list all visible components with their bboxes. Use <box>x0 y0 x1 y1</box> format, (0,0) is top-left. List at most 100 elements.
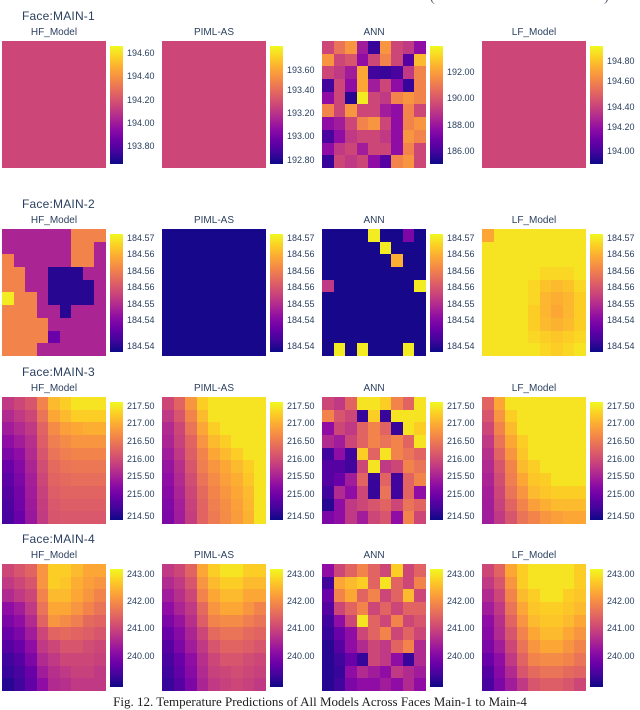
heatmap-cell <box>196 640 209 653</box>
heatmap-cell <box>71 279 83 293</box>
heatmap-grid <box>482 229 586 356</box>
heatmap-cell <box>482 627 494 641</box>
heatmap-cell <box>414 665 426 679</box>
heatmap-cell <box>402 447 415 461</box>
heatmap-cell <box>173 409 186 423</box>
heatmap-cell <box>94 652 106 666</box>
heatmap-cell <box>356 117 369 130</box>
panel-title: PIML-AS <box>193 215 234 226</box>
heatmap-cell <box>196 576 209 590</box>
heatmap-cell <box>493 229 506 242</box>
heatmap-cell <box>333 142 346 156</box>
colorbar-tick-label: 242.00 <box>607 595 635 606</box>
heatmap-cell <box>94 460 106 474</box>
heatmap-cell <box>368 397 380 410</box>
heatmap-cell <box>162 627 174 641</box>
heatmap-cell <box>333 576 346 590</box>
heatmap-cell <box>402 66 415 80</box>
heatmap-cell <box>59 317 72 331</box>
heatmap-cell <box>482 267 494 280</box>
heatmap-cell <box>574 652 586 666</box>
heatmap-cell <box>391 602 403 615</box>
heatmap-cell <box>345 66 357 80</box>
heatmap-cell <box>379 279 392 293</box>
heatmap-cell <box>391 142 403 156</box>
colorbar-tick-label: 242.00 <box>127 595 155 606</box>
heatmap-cell <box>356 53 369 67</box>
heatmap-cell <box>505 564 517 577</box>
colorbar-tick-label: 214.50 <box>287 511 315 522</box>
heatmap-cell <box>505 305 517 318</box>
heatmap-cell <box>196 602 209 615</box>
heatmap-cell <box>82 343 95 356</box>
heatmap-cell <box>185 447 197 461</box>
heatmap-cell <box>379 576 392 590</box>
heatmap-cell <box>574 317 586 331</box>
heatmap-cell <box>94 576 106 590</box>
heatmap-cell <box>13 511 26 524</box>
heatmap-cell <box>36 409 49 423</box>
colorbar-tick-label: 215.00 <box>447 489 475 500</box>
heatmap-cell <box>173 422 186 436</box>
heatmap-cell <box>356 485 369 499</box>
heatmap-cell <box>71 678 83 691</box>
heatmap-cell <box>254 447 266 461</box>
heatmap-cell <box>71 241 83 255</box>
heatmap-cell <box>368 409 380 423</box>
heatmap-cell <box>391 640 403 653</box>
heatmap-cell <box>345 317 357 331</box>
heatmap-cell <box>528 602 540 615</box>
heatmap-cell <box>59 267 72 280</box>
heatmap-cell <box>391 229 403 242</box>
heatmap-grid <box>2 564 106 691</box>
heatmap-cell <box>345 241 357 255</box>
colorbar-tick-label: 217.50 <box>447 400 475 411</box>
heatmap-cell <box>71 485 83 499</box>
heatmap-cell <box>368 447 380 461</box>
heatmap-cell <box>59 409 72 423</box>
heatmap-cell <box>414 53 426 67</box>
heatmap-cell <box>2 473 14 486</box>
heatmap-cell <box>94 589 106 603</box>
heatmap-cell <box>36 460 49 474</box>
heatmap-cell <box>516 678 529 691</box>
panel-title: LF_Model <box>511 550 557 561</box>
heatmap-cell <box>345 292 357 306</box>
heatmap-cell <box>391 447 403 461</box>
heatmap-cell <box>402 292 415 306</box>
heatmap-cell <box>391 460 403 474</box>
heatmap-cell <box>528 564 540 577</box>
heatmap-cell <box>391 473 403 486</box>
heatmap-cell <box>368 53 380 67</box>
heatmap-cell <box>368 267 380 280</box>
colorbar <box>110 234 123 352</box>
colorbar-tick-label: 184.56 <box>127 265 155 276</box>
heatmap-cell <box>414 142 426 156</box>
heatmap-cell <box>516 665 529 679</box>
heatmap-cell <box>574 229 586 242</box>
heatmap-cell <box>539 343 552 356</box>
colorbar-tick-label: 215.00 <box>287 489 315 500</box>
heatmap-cell <box>13 409 26 423</box>
heatmap-cell <box>322 665 334 679</box>
heatmap-cell <box>94 498 106 512</box>
heatmap-cell <box>36 652 49 666</box>
heatmap-cell <box>482 409 494 423</box>
heatmap-cell <box>231 460 243 474</box>
heatmap-cell <box>208 409 220 423</box>
heatmap-cell <box>402 117 415 130</box>
colorbar-tick-label: 240.00 <box>447 651 475 662</box>
colorbar-tick-label: 217.00 <box>607 418 635 429</box>
heatmap-cell <box>402 602 415 615</box>
face-row-label: Face:MAIN-3 <box>22 365 95 379</box>
heatmap-cell <box>356 665 369 679</box>
heatmap-cell <box>254 576 266 590</box>
heatmap-cell <box>356 435 369 448</box>
heatmap-cell <box>2 640 14 653</box>
heatmap-cell <box>48 292 60 306</box>
heatmap-cell <box>48 229 60 242</box>
heatmap-cell <box>333 665 346 679</box>
colorbar-tick-label: 184.54 <box>607 341 635 352</box>
panel-title: ANN <box>363 550 385 561</box>
heatmap-cell <box>71 229 83 242</box>
